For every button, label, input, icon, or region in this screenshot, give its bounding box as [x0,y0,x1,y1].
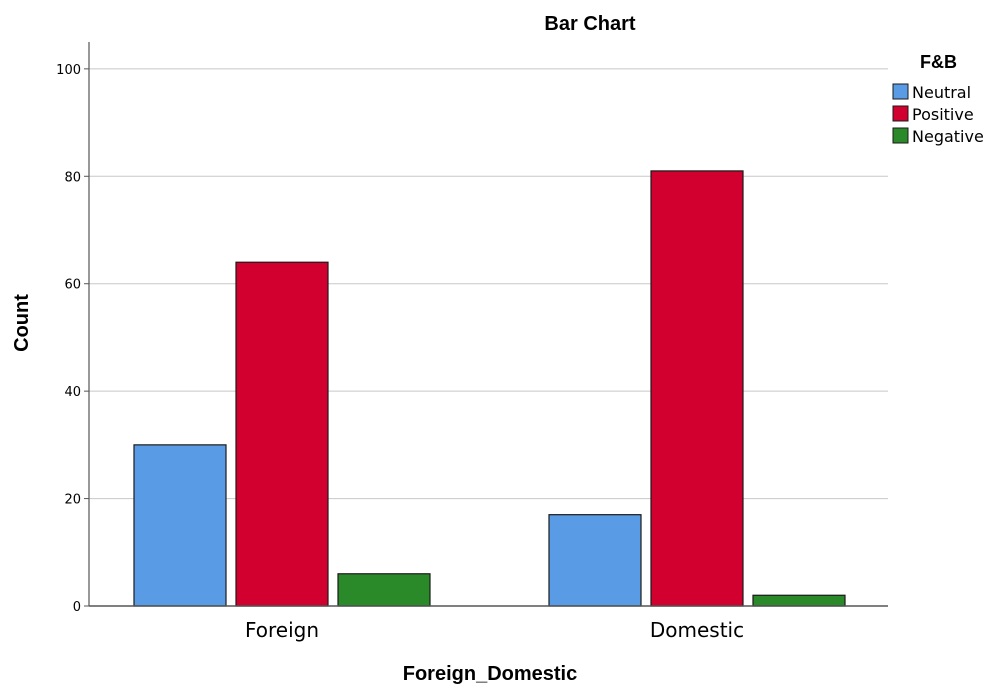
x-ticks: Foreign Domestic [245,618,744,642]
legend-label-positive: Positive [912,105,974,124]
bar-domestic-positive [650,170,744,607]
legend-label-neutral: Neutral [912,83,971,102]
x-tick-label: Foreign [245,618,319,642]
y-tick-label: 0 [73,600,81,615]
y-ticks: 0 20 40 60 80 100 [56,63,89,615]
legend: F&B Neutral Positive Negative [892,52,984,146]
axes [88,42,888,607]
y-tick-label: 100 [56,63,81,78]
legend-title: F&B [920,52,957,72]
bar-foreign-neutral [133,444,227,607]
bars [133,170,846,607]
legend-swatch-positive [892,105,909,122]
chart-title: Bar Chart [544,13,635,35]
gridlines [89,68,888,500]
y-tick-label: 60 [64,278,81,293]
legend-label-negative: Negative [912,127,984,146]
bar-foreign-negative [337,573,431,607]
y-tick-label: 40 [64,385,81,400]
bar-domestic-neutral [548,514,642,607]
y-tick-label: 20 [64,493,81,508]
y-axis-label: Count [11,294,33,352]
legend-swatch-negative [892,127,909,144]
bar-domestic-negative [752,594,846,607]
x-tick-label: Domestic [650,618,744,642]
bar-foreign-positive [235,261,329,607]
y-tick-label: 80 [64,170,81,185]
legend-swatch-neutral [892,83,909,100]
x-axis-label: Foreign_Domestic [403,663,577,685]
